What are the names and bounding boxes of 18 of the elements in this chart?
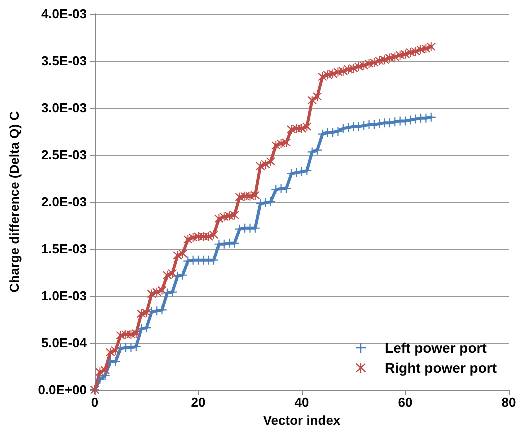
y-axis-title: Charge difference (Delta Q) C (7, 110, 22, 293)
y-tick-label: 3.0E-03 (41, 100, 87, 116)
x-tick-label: 20 (191, 395, 206, 410)
y-tick-label: 5.0E-04 (41, 336, 88, 351)
x-axis-title: Vector index (263, 413, 342, 428)
legend-label: Right power port (385, 360, 498, 376)
y-tick-label: 2.5E-03 (41, 148, 87, 163)
x-tick-label: 40 (294, 395, 310, 410)
y-tick-label: 4.0E-03 (41, 6, 87, 22)
x-tick-label: 80 (502, 395, 516, 410)
y-tick-label: 0.0E+00 (38, 382, 87, 398)
y-tick-label: 2.0E-03 (41, 194, 87, 210)
x-tick-label: 60 (398, 395, 413, 410)
x-tick-label: 0 (91, 395, 99, 410)
y-tick-label: 3.5E-03 (41, 54, 87, 69)
y-tick-label: 1.5E-03 (41, 242, 87, 257)
y-tick-label: 1.0E-03 (41, 288, 87, 304)
legend-label: Left power port (385, 340, 488, 356)
